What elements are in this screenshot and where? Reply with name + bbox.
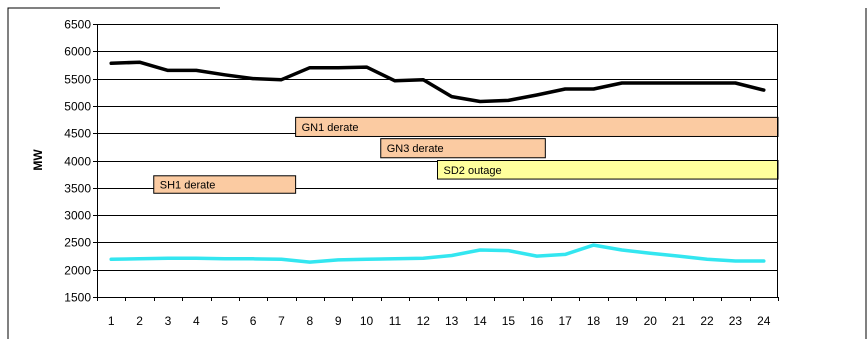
y-tick-label: 3500 xyxy=(64,182,91,196)
x-tick-label: 21 xyxy=(672,314,686,328)
x-tick-label: 24 xyxy=(757,314,771,328)
x-tick-label: 18 xyxy=(587,314,601,328)
y-tick-label: 1500 xyxy=(64,291,91,305)
x-tick-label: 2 xyxy=(136,314,143,328)
y-tick-label: 5500 xyxy=(64,73,91,87)
annotation-label: SD2 outage xyxy=(444,165,502,177)
x-tick-label: 14 xyxy=(473,314,487,328)
annotation-box xyxy=(153,175,297,194)
annotation-box xyxy=(295,116,779,137)
y-tick-label: 2000 xyxy=(64,264,91,278)
y-tick-label: 6500 xyxy=(64,18,91,32)
y-tick-label: 5000 xyxy=(64,100,91,114)
x-tick-label: 3 xyxy=(165,314,172,328)
x-tick-label: 22 xyxy=(700,314,714,328)
y-tick-label: 4000 xyxy=(64,155,91,169)
annotation-label: GN3 derate xyxy=(387,143,444,155)
plot-border xyxy=(97,24,778,298)
y-tick-label: 4500 xyxy=(64,127,91,141)
y-axis-label: MW xyxy=(31,149,45,171)
annotation-label: GN1 derate xyxy=(302,122,359,134)
x-tick-label: 10 xyxy=(360,314,374,328)
y-tick-label: 2500 xyxy=(64,236,91,250)
series-line-1 xyxy=(109,60,766,104)
x-tick-label: 16 xyxy=(530,314,544,328)
x-tick-label: 15 xyxy=(502,314,516,328)
x-tick-label: 11 xyxy=(389,314,402,328)
series-line-2 xyxy=(109,243,766,264)
x-tick-label: 4 xyxy=(193,314,200,328)
x-tick-label: 19 xyxy=(615,314,629,328)
x-tick-label: 9 xyxy=(335,314,342,328)
chart-frame xyxy=(7,7,220,339)
x-tick-label: 6 xyxy=(250,314,257,328)
x-tick-label: 23 xyxy=(729,314,743,328)
y-tick-label: 6000 xyxy=(64,45,91,59)
x-tick-label: 13 xyxy=(445,314,459,328)
y-tick-label: 3000 xyxy=(64,209,91,223)
annotation-label: SH1 derate xyxy=(160,180,216,192)
x-tick-label: 20 xyxy=(644,314,658,328)
x-tick-label: 7 xyxy=(278,314,285,328)
x-tick-label: 17 xyxy=(559,314,573,328)
x-tick-label: 8 xyxy=(306,314,313,328)
x-tick-label: 1 xyxy=(108,314,115,328)
annotation-box xyxy=(380,138,546,159)
x-tick-label: 12 xyxy=(417,314,431,328)
x-tick-label: 5 xyxy=(221,314,228,328)
